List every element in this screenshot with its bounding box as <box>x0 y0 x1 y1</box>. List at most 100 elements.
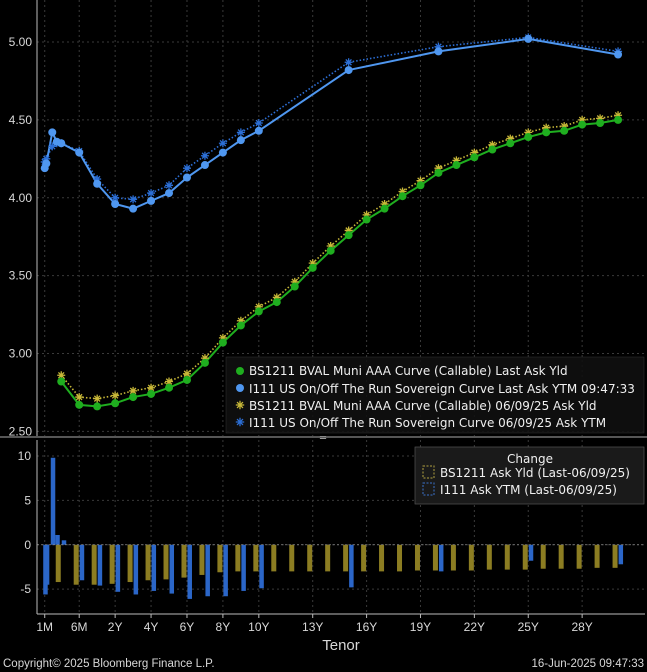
bar-bs1211-change <box>253 544 259 572</box>
bar-bs1211-change <box>468 544 474 571</box>
point-bs1211-prior <box>93 394 102 403</box>
point-bs1211-last <box>434 168 443 177</box>
copyright-text: Copyright© 2025 Bloomberg Finance L.P. <box>3 658 215 670</box>
point-i111-last <box>147 196 156 205</box>
point-i111-prior <box>218 139 227 148</box>
point-i111-last <box>524 34 533 43</box>
point-bs1211-last <box>308 263 317 272</box>
top-legend: BS1211 BVAL Muni AAA Curve (Callable) La… <box>225 356 645 434</box>
point-bs1211-last <box>380 204 389 213</box>
point-bs1211-prior <box>272 293 281 302</box>
bar-i111-change <box>438 544 444 572</box>
point-bs1211-prior <box>326 242 335 251</box>
bottom-y-tick-label: 5 <box>24 493 31 507</box>
bar-bs1211-change <box>199 544 205 575</box>
point-bs1211-prior <box>344 226 353 235</box>
point-i111-last <box>93 179 102 188</box>
point-i111-last <box>75 148 84 157</box>
point-bs1211-last <box>57 377 66 386</box>
x-tick-label: 6M <box>71 620 88 634</box>
bottom-y-tick-label: 0 <box>24 538 31 552</box>
point-bs1211-prior <box>57 371 66 380</box>
legend-marker-bs1211-prior <box>235 400 245 410</box>
point-bs1211-last <box>290 282 299 291</box>
point-bs1211-last <box>524 133 533 142</box>
legend-entry-i111-change: I111 Ask YTM (Last-06/09/25) <box>440 483 617 497</box>
bar-bs1211-change <box>163 544 169 580</box>
point-bs1211-last <box>75 400 84 409</box>
point-bs1211-prior <box>182 369 191 378</box>
point-bs1211-last <box>93 402 102 411</box>
point-bs1211-prior <box>488 140 497 149</box>
bar-bs1211-change <box>379 544 385 572</box>
bar-bs1211-change <box>397 544 403 572</box>
point-i111-prior <box>236 128 245 137</box>
x-tick-label: 1M <box>36 620 53 634</box>
point-bs1211-last <box>182 375 191 384</box>
point-bs1211-prior <box>254 302 263 311</box>
point-bs1211-last <box>488 145 497 154</box>
point-i111-prior <box>344 58 353 67</box>
point-bs1211-prior <box>111 391 120 400</box>
point-bs1211-last <box>362 215 371 224</box>
point-bs1211-prior <box>290 277 299 286</box>
point-bs1211-prior <box>147 383 156 392</box>
bar-bs1211-change <box>235 544 241 572</box>
x-axis-title: Tenor <box>322 637 360 654</box>
point-bs1211-last <box>254 307 263 316</box>
x-tick-label: 28Y <box>571 620 592 634</box>
point-bs1211-prior <box>380 199 389 208</box>
bar-i111-change <box>205 544 210 597</box>
point-bs1211-last <box>578 120 587 129</box>
point-i111-last <box>42 159 51 168</box>
point-i111-last <box>218 148 227 157</box>
legend-entry-bs1211-last: BS1211 BVAL Muni AAA Curve (Callable) La… <box>249 364 568 378</box>
point-i111-last <box>254 126 263 135</box>
point-bs1211-last <box>470 153 479 162</box>
point-bs1211-last <box>614 115 623 124</box>
point-i111-last <box>434 47 443 56</box>
bar-i111-change <box>97 544 103 586</box>
point-bs1211-last <box>596 119 605 128</box>
point-i111-prior <box>254 119 263 128</box>
bar-bs1211-change <box>325 544 331 572</box>
panel-divider-grip[interactable]: ═ <box>319 433 327 444</box>
bar-bs1211-change <box>55 544 61 583</box>
point-bs1211-prior <box>75 393 84 402</box>
point-bs1211-last <box>129 393 138 402</box>
point-i111-last <box>614 50 623 59</box>
point-bs1211-last <box>200 358 209 367</box>
bar-i111-change <box>151 544 157 591</box>
point-bs1211-prior <box>506 134 515 143</box>
legend-entry-i111-prior: I111 US On/Off The Run Sovereign Curve 0… <box>249 416 606 430</box>
bar-i111-change <box>241 544 246 591</box>
x-tick-label: 25Y <box>518 620 539 634</box>
bottom-legend-title: Change <box>507 452 553 466</box>
point-i111-prior <box>129 195 138 204</box>
point-i111-last <box>129 204 138 213</box>
bar-i111-change <box>115 544 121 592</box>
bar-bs1211-change <box>450 544 456 571</box>
bar-bs1211-change <box>181 544 187 578</box>
x-tick-label: 16Y <box>356 620 377 634</box>
point-bs1211-prior <box>165 377 174 386</box>
point-bs1211-prior <box>129 386 138 395</box>
point-bs1211-prior <box>398 187 407 196</box>
bar-i111-change <box>259 544 264 589</box>
top-y-tick-label: 3.00 <box>9 346 33 360</box>
bar-bs1211-change <box>91 544 97 585</box>
point-i111-last <box>344 66 353 75</box>
point-i111-last <box>182 173 191 182</box>
point-bs1211-last <box>236 321 245 330</box>
point-bs1211-last <box>218 338 227 347</box>
point-bs1211-prior <box>236 316 245 325</box>
bar-bs1211-change <box>289 544 295 572</box>
point-i111-prior <box>147 189 156 198</box>
point-i111-last <box>165 189 174 198</box>
point-bs1211-prior <box>218 333 227 342</box>
point-i111-prior <box>165 181 174 190</box>
point-bs1211-last <box>326 246 335 255</box>
legend-entry-bs1211-change: BS1211 Ask Yld (Last-06/09/25) <box>440 466 630 480</box>
footer-timestamp: 16-Jun-2025 09:47:33 <box>531 658 644 670</box>
